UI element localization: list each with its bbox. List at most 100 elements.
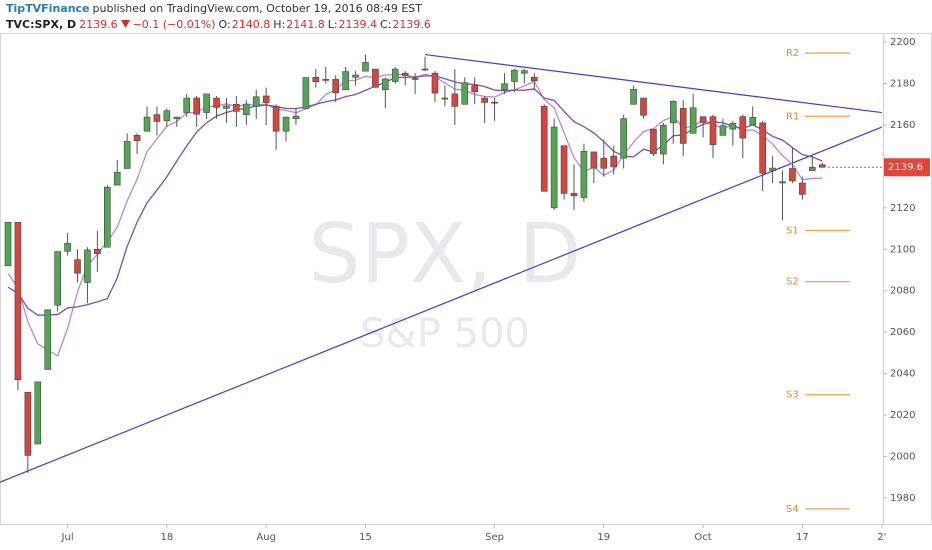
candle-body <box>382 78 389 91</box>
trendline <box>0 126 883 483</box>
x-tick-label: Oct <box>694 532 711 543</box>
ohlc: O:2140.8 H:2141.8 L:2139.4 C:2139.6 <box>219 18 434 31</box>
candle-body <box>679 108 687 144</box>
candle-body <box>332 79 339 94</box>
candle-body <box>84 249 91 283</box>
candle-body <box>44 309 52 370</box>
candle-body <box>362 62 369 72</box>
pivot-label: S2 <box>786 277 799 288</box>
watermark-subtitle: S&P 500 <box>360 311 530 357</box>
candle-body <box>590 151 598 169</box>
ohlc-value: 2140.8 <box>231 18 271 31</box>
y-tick-label: 2120 <box>890 203 915 214</box>
candle-body <box>163 110 171 122</box>
y-tick-label: 2100 <box>890 244 915 255</box>
candle-body <box>143 116 151 132</box>
candle-body <box>223 105 230 109</box>
last-price-label: 2139.6 <box>888 162 923 173</box>
candle-body <box>312 77 320 82</box>
x-tick-label: 17 <box>796 532 809 543</box>
candle-body <box>133 135 141 142</box>
candle-body <box>709 116 717 145</box>
candle-body <box>233 103 240 112</box>
candle-body <box>630 89 637 105</box>
y-tick-label: 2080 <box>890 286 915 297</box>
candle-body <box>560 145 568 194</box>
plot-area: R2 R1 S1 S2 S3 S4 <box>0 48 883 515</box>
candle-body <box>292 115 300 120</box>
pivot-label: R2 <box>786 48 799 59</box>
candle-body <box>342 71 349 91</box>
y-tick-label: 2200 <box>890 37 915 48</box>
candle-body <box>64 242 71 252</box>
candle-body <box>689 107 697 134</box>
header-line: TVC:SPX, D 2139.6 −0.1 (−0.01%) O:2140.8 H:2… <box>6 18 437 31</box>
candle-body <box>322 79 330 81</box>
published-text: published on TradingView.com, October 19… <box>92 2 422 15</box>
author-link[interactable]: TipTVFinance <box>6 2 90 15</box>
pivot-label: S4 <box>786 504 799 515</box>
candle-body <box>809 166 816 171</box>
y-tick-label: 2020 <box>890 410 915 421</box>
candle-body <box>660 124 667 155</box>
candle-body <box>282 116 290 132</box>
candle-body <box>699 116 707 123</box>
ohlc-value: 2141.8 <box>286 18 325 31</box>
ohlc-key: H: <box>273 18 286 31</box>
y-tick-label: 2040 <box>890 369 915 380</box>
candle-body <box>759 122 766 174</box>
candle-body <box>203 93 210 113</box>
candle-body <box>74 259 81 274</box>
candle-body <box>252 96 260 107</box>
candle-body <box>540 106 548 192</box>
candle-body <box>799 182 806 195</box>
candle-body <box>461 82 469 105</box>
pivot-label: S1 <box>786 225 799 236</box>
candle-body <box>779 181 786 184</box>
y-tick-label: 1980 <box>890 493 915 504</box>
down-arrow <box>120 20 130 28</box>
candle-body <box>749 117 757 126</box>
pivot-label: S3 <box>786 390 799 401</box>
candle-body <box>640 97 647 116</box>
candle-body <box>650 128 657 155</box>
ohlc-key: C: <box>380 18 392 31</box>
symbol: TVC:SPX, D <box>6 18 77 31</box>
candle-body <box>243 103 250 115</box>
y-tick-label: 2060 <box>890 327 915 338</box>
candle-body <box>4 222 12 267</box>
x-tick-label: 15 <box>359 532 372 543</box>
ohlc-key: O: <box>218 18 231 31</box>
x-tick-label: 2' <box>877 532 886 543</box>
last-price-box <box>884 158 930 177</box>
x-tick-label: Aug <box>256 532 276 543</box>
candle-body <box>441 97 449 100</box>
axes: 1980200020202040206020802100212021402160… <box>61 37 930 543</box>
candle-body <box>391 68 399 82</box>
candle-body <box>521 70 528 74</box>
candle-body <box>123 141 131 169</box>
candle-body <box>153 114 161 122</box>
candle-body <box>262 95 270 103</box>
candle-body <box>54 251 61 306</box>
candle-body <box>401 72 409 76</box>
candle-body <box>372 68 379 88</box>
trendline <box>424 53 882 114</box>
candle-body <box>24 391 32 456</box>
candle-body <box>113 171 121 186</box>
candle-body <box>769 167 776 171</box>
candle-body <box>610 155 618 168</box>
candle-body <box>580 150 588 198</box>
change: −0.1 (−0.01%) <box>132 18 216 31</box>
candle-body <box>481 97 488 103</box>
candle-body <box>193 97 200 115</box>
ohlc-value: 2139.6 <box>392 18 431 31</box>
candle-body <box>600 157 608 169</box>
candle-body <box>421 68 429 71</box>
watermark: SPX, D <box>309 207 582 302</box>
header-line: TipTVFinance published on TradingView.com… <box>6 2 425 15</box>
candle-body <box>14 222 22 381</box>
header: TipTVFinance published on TradingView.com… <box>6 0 926 33</box>
candle-body <box>739 116 747 139</box>
